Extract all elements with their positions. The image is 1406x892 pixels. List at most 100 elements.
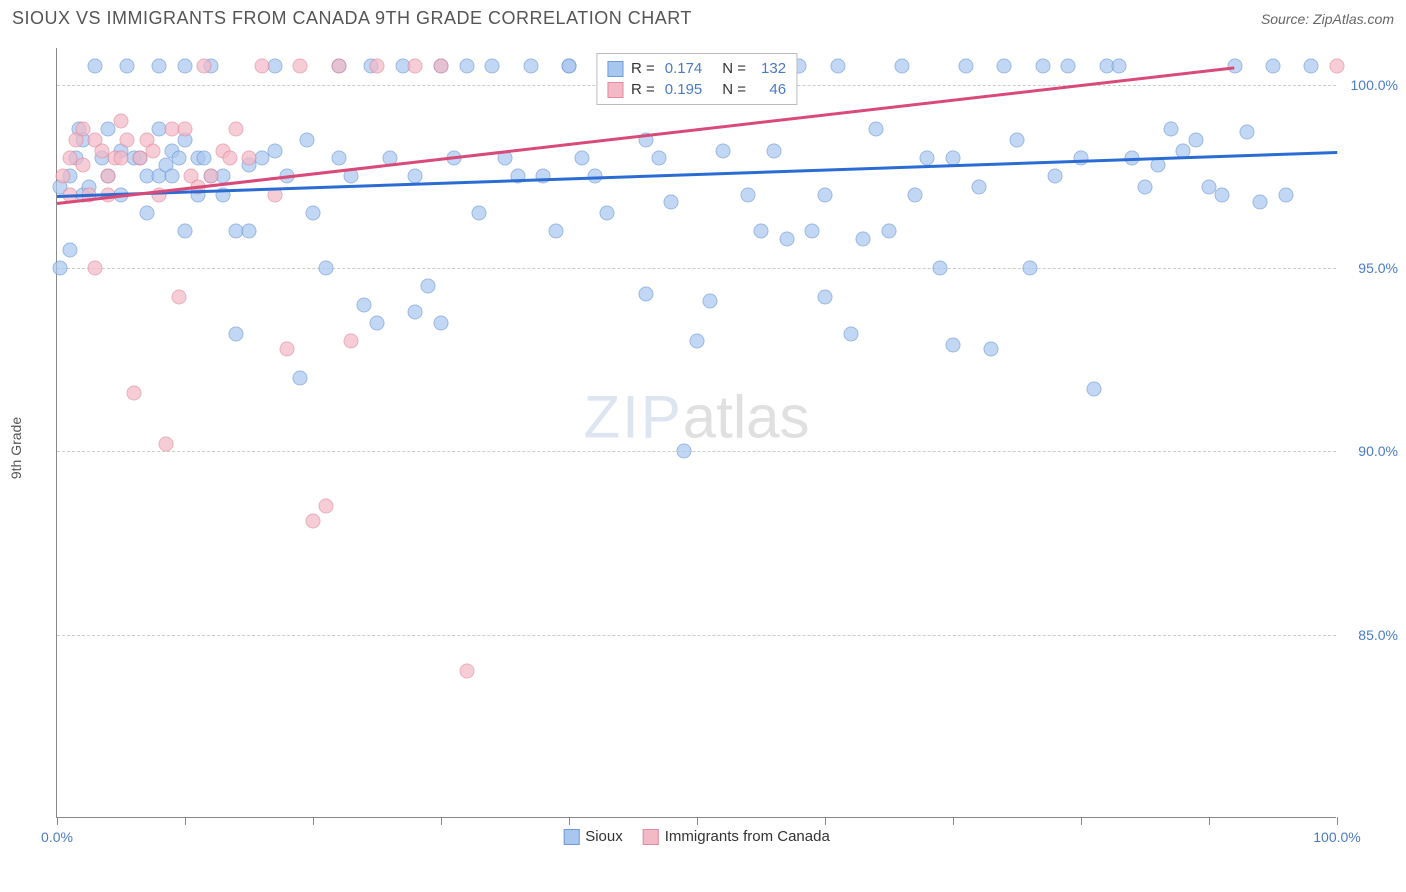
x-tick <box>57 817 58 825</box>
data-point <box>574 151 589 166</box>
data-point <box>267 59 282 74</box>
data-point <box>88 59 103 74</box>
chart-container: 9th Grade ZIPatlas R =0.174N =132R =0.19… <box>56 48 1396 848</box>
legend-label: Sioux <box>585 828 623 845</box>
data-point <box>229 121 244 136</box>
gridline <box>57 268 1336 269</box>
data-point <box>120 59 135 74</box>
data-point <box>299 132 314 147</box>
legend-n-value: 132 <box>756 60 786 77</box>
data-point <box>158 437 173 452</box>
watermark-zip: ZIP <box>583 384 682 451</box>
data-point <box>459 664 474 679</box>
data-point <box>869 121 884 136</box>
x-tick <box>569 817 570 825</box>
gridline <box>57 635 1336 636</box>
data-point <box>805 224 820 239</box>
data-point <box>818 290 833 305</box>
data-point <box>197 151 212 166</box>
data-point <box>434 59 449 74</box>
data-point <box>242 224 257 239</box>
data-point <box>62 242 77 257</box>
data-point <box>690 334 705 349</box>
data-point <box>1214 187 1229 202</box>
legend-swatch <box>563 829 579 845</box>
data-point <box>1304 59 1319 74</box>
data-point <box>1022 261 1037 276</box>
data-point <box>120 132 135 147</box>
y-axis-label: 9th Grade <box>8 417 24 479</box>
data-point <box>600 206 615 221</box>
data-point <box>1074 151 1089 166</box>
data-point <box>421 279 436 294</box>
data-point <box>306 206 321 221</box>
data-point <box>254 59 269 74</box>
data-point <box>139 206 154 221</box>
legend-n-label: N = <box>722 81 746 98</box>
watermark: ZIPatlas <box>583 383 809 452</box>
data-point <box>171 151 186 166</box>
data-point <box>75 158 90 173</box>
data-point <box>101 169 116 184</box>
data-point <box>222 151 237 166</box>
data-point <box>1150 158 1165 173</box>
data-point <box>178 59 193 74</box>
x-tick-label: 100.0% <box>1313 829 1360 845</box>
gridline <box>57 451 1336 452</box>
data-point <box>562 59 577 74</box>
y-tick-label: 95.0% <box>1343 260 1398 276</box>
data-point <box>146 143 161 158</box>
data-point <box>664 195 679 210</box>
data-point <box>882 224 897 239</box>
data-point <box>114 114 129 129</box>
legend-swatch <box>643 829 659 845</box>
data-point <box>907 187 922 202</box>
legend-label: Immigrants from Canada <box>665 828 830 845</box>
data-point <box>1112 59 1127 74</box>
data-point <box>741 187 756 202</box>
data-point <box>894 59 909 74</box>
data-point <box>434 316 449 331</box>
x-tick <box>185 817 186 825</box>
data-point <box>856 231 871 246</box>
data-point <box>971 180 986 195</box>
data-point <box>408 59 423 74</box>
data-point <box>1035 59 1050 74</box>
x-tick <box>313 817 314 825</box>
legend-r-label: R = <box>631 60 655 77</box>
data-point <box>1010 132 1025 147</box>
data-point <box>229 327 244 342</box>
data-point <box>331 59 346 74</box>
data-point <box>1278 187 1293 202</box>
data-point <box>754 224 769 239</box>
data-point <box>830 59 845 74</box>
data-point <box>843 327 858 342</box>
legend-item: Sioux <box>563 828 623 845</box>
data-point <box>318 261 333 276</box>
data-point <box>1240 125 1255 140</box>
data-point <box>702 294 717 309</box>
data-point <box>766 143 781 158</box>
data-point <box>370 59 385 74</box>
data-point <box>920 151 935 166</box>
data-point <box>306 514 321 529</box>
legend-row: R =0.195N =46 <box>607 79 786 100</box>
data-point <box>715 143 730 158</box>
legend-r-value: 0.195 <box>665 81 703 98</box>
data-point <box>52 261 67 276</box>
data-point <box>459 59 474 74</box>
legend-swatch <box>607 61 623 77</box>
plot-area: ZIPatlas R =0.174N =132R =0.195N =46 Sio… <box>56 48 1336 818</box>
data-point <box>178 224 193 239</box>
data-point <box>1163 121 1178 136</box>
data-point <box>126 385 141 400</box>
data-point <box>242 151 257 166</box>
source-attribution: Source: ZipAtlas.com <box>1261 11 1394 27</box>
data-point <box>958 59 973 74</box>
x-tick <box>825 817 826 825</box>
legend-swatch <box>607 82 623 98</box>
y-tick-label: 90.0% <box>1343 443 1398 459</box>
series-legend: Sioux Immigrants from Canada <box>563 828 830 845</box>
y-tick-label: 85.0% <box>1343 627 1398 643</box>
data-point <box>165 169 180 184</box>
